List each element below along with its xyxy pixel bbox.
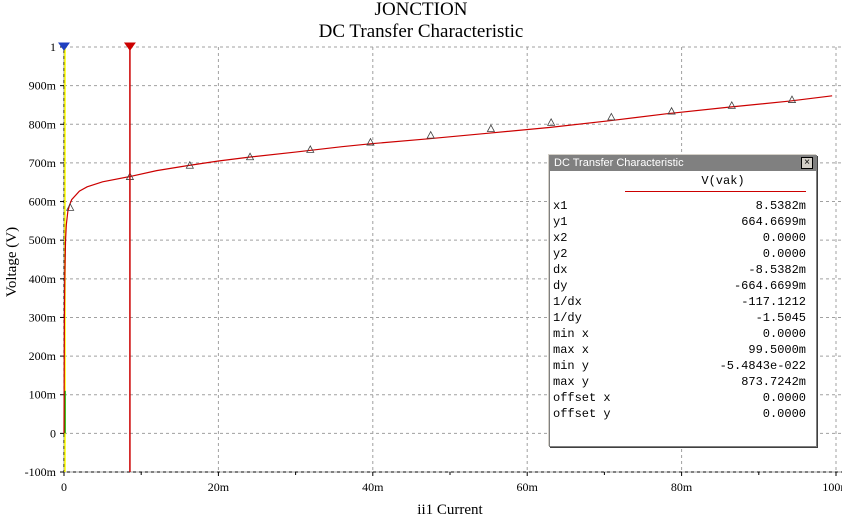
readout-key: y1 xyxy=(553,215,568,229)
readout-row: offset y 0.0000 xyxy=(550,406,816,422)
readout-key: y2 xyxy=(553,247,568,261)
readout-key: x2 xyxy=(553,231,568,245)
panel-trace-header: V(vak) xyxy=(550,174,816,192)
readout-value: 664.6699m xyxy=(741,215,806,229)
y-axis-label: Voltage (V) xyxy=(4,227,20,297)
readout-value: 0.0000 xyxy=(762,231,806,245)
x-tick-label: 80m xyxy=(671,480,693,494)
readout-key: x1 xyxy=(553,199,568,213)
data-point-marker xyxy=(366,137,375,146)
readout-row: x1 8.5382m xyxy=(550,198,816,214)
readout-key: min y xyxy=(553,359,590,373)
y-tick-label: 400m xyxy=(29,272,57,286)
cursor-layer[interactable] xyxy=(58,42,136,472)
marker-layer xyxy=(66,95,797,211)
readout-row: offset x 0.0000 xyxy=(550,390,816,406)
x-tick-label: 0 xyxy=(61,480,67,494)
readout-value: -1.5045 xyxy=(755,311,806,325)
cursor-2-handle[interactable] xyxy=(58,42,70,51)
data-point-marker xyxy=(787,95,797,103)
y-tick-label: 100m xyxy=(29,388,57,402)
readout-row: min x 0.0000 xyxy=(550,326,816,342)
chart-subtitle: DC Transfer Characteristic xyxy=(318,21,524,42)
cursor-1-handle[interactable] xyxy=(123,42,136,51)
readout-key: 1/dy xyxy=(553,311,582,325)
readout-key: max y xyxy=(553,375,590,389)
y-tick-label: 300m xyxy=(29,310,57,324)
data-point-marker xyxy=(546,117,556,126)
readout-row: y2 0.0000 xyxy=(550,246,816,262)
y-tick-label: 600m xyxy=(29,195,57,209)
readout-key: dy xyxy=(553,279,568,293)
readout-value: -5.4843e-022 xyxy=(719,359,806,373)
readout-value: -117.1212 xyxy=(741,295,806,309)
readout-rows: x1 8.5382m y1 664.6699m x2 0.0000 y2 0.0000 dx -8… xyxy=(550,198,816,422)
data-point-marker xyxy=(306,145,315,153)
readout-value: 0.0000 xyxy=(762,407,806,421)
trace-color-line xyxy=(625,191,806,192)
readout-row: dy -664.6699m xyxy=(550,278,816,294)
readout-value: 8.5382m xyxy=(755,199,806,213)
y-tick-label: 200m xyxy=(29,349,57,363)
x-axis-ticks: 0 20m 40m 60m 80m 100m xyxy=(61,472,842,494)
readout-key: offset x xyxy=(553,391,611,405)
data-point-marker xyxy=(426,130,435,139)
panel-titlebar[interactable]: DC Transfer Characteristic × xyxy=(550,156,816,171)
y-tick-label: 0 xyxy=(50,426,56,440)
y-tick-label: 900m xyxy=(29,79,57,93)
readout-value: -8.5382m xyxy=(748,263,806,277)
readout-row: x2 0.0000 xyxy=(550,230,816,246)
close-icon[interactable]: × xyxy=(801,157,813,169)
cursor-readout-panel[interactable]: DC Transfer Characteristic × V(vak) x1 8.… xyxy=(549,155,817,447)
trace-name: V(vak) xyxy=(701,174,745,188)
x-tick-label: 40m xyxy=(362,480,384,494)
x-tick-label: 20m xyxy=(208,480,230,494)
x-axis-label: ii1 Current xyxy=(417,502,483,518)
readout-key: dx xyxy=(553,263,568,277)
data-point-marker xyxy=(607,112,616,121)
y-tick-label: -100m xyxy=(25,465,57,479)
readout-key: min x xyxy=(553,327,590,341)
y-tick-label: 800m xyxy=(29,117,57,131)
readout-row: max y 873.7242m xyxy=(550,374,816,390)
data-point-marker xyxy=(667,106,676,115)
readout-value: 0.0000 xyxy=(762,247,806,261)
readout-value: 0.0000 xyxy=(762,391,806,405)
readout-row: min y -5.4843e-022 xyxy=(550,358,816,374)
y-tick-label: 700m xyxy=(29,156,57,170)
chart-title: JONCTION xyxy=(374,0,468,20)
readout-key: max x xyxy=(553,343,590,357)
data-point-marker xyxy=(245,152,255,161)
readout-value: 99.5000m xyxy=(748,343,806,357)
readout-key: offset y xyxy=(553,407,611,421)
y-axis-ticks: -100m 0 100m 200m 300m 400m 500m 600m 700m 800m 90… xyxy=(25,40,64,479)
data-point-marker xyxy=(185,160,195,169)
readout-value: 0.0000 xyxy=(762,327,806,341)
readout-value: 873.7242m xyxy=(741,375,806,389)
y-tick-label: 500m xyxy=(29,233,57,247)
readout-row: max x 99.5000m xyxy=(550,342,816,358)
data-point-marker xyxy=(727,100,736,109)
readout-row: 1/dx -117.1212 xyxy=(550,294,816,310)
data-point-marker xyxy=(486,124,496,132)
readout-row: dx -8.5382m xyxy=(550,262,816,278)
readout-key: 1/dx xyxy=(553,295,582,309)
chart-title-block: JONCTION DC Transfer Characteristic xyxy=(0,0,842,44)
x-tick-label: 100m xyxy=(822,480,842,494)
x-tick-label: 60m xyxy=(517,480,539,494)
data-point-marker xyxy=(66,202,75,211)
readout-value: -664.6699m xyxy=(733,279,806,293)
readout-row: 1/dy -1.5045 xyxy=(550,310,816,326)
panel-title: DC Transfer Characteristic xyxy=(554,157,684,169)
y-tick-label: 1 xyxy=(50,40,56,54)
readout-row: y1 664.6699m xyxy=(550,214,816,230)
